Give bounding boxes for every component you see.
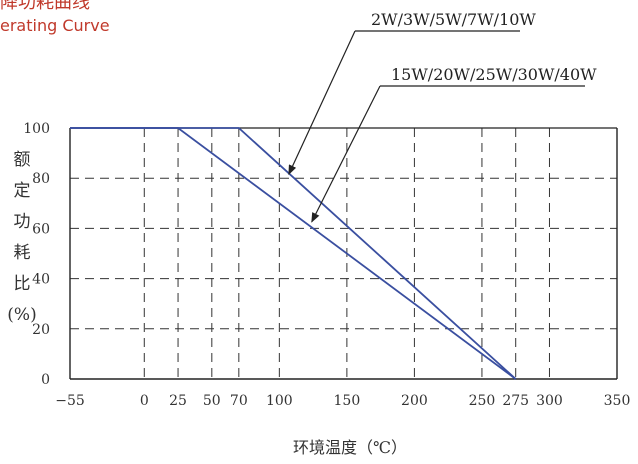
- x-tick-labels: −55 0 25 50 70 100 150 200 250 275 300 350: [55, 393, 630, 409]
- series-line-2: [70, 127, 517, 380]
- grid: [70, 128, 617, 379]
- y-tick-label: 0: [41, 372, 50, 388]
- chart-title-cn: 降功耗曲线: [0, 0, 90, 13]
- y-axis-label-char: 比: [14, 274, 31, 294]
- annotations: 2W/3W/5W/7W/10W 15W/20W/25W/30W/40W: [288, 10, 597, 223]
- y-tick-label: 60: [32, 221, 50, 237]
- chart-title-en: erating Curve: [0, 16, 110, 35]
- x-axis-label: 环境温度（℃）: [293, 438, 407, 457]
- x-tick-label: 250: [469, 393, 496, 409]
- plot-frame: [69, 127, 618, 380]
- x-tick-label: 275: [502, 393, 529, 409]
- annotation-arrow: [311, 85, 381, 223]
- x-tick-label: 50: [203, 393, 221, 409]
- series-lines: [70, 127, 517, 380]
- x-tick-label: 70: [230, 393, 248, 409]
- x-tick-label: 100: [266, 393, 293, 409]
- x-tick-label: 150: [334, 393, 361, 409]
- x-tick-label: 200: [401, 393, 428, 409]
- y-axis-label-char: 定: [14, 181, 31, 201]
- y-axis-label-char: 耗: [14, 243, 31, 263]
- y-axis-label-char: (%): [7, 305, 36, 325]
- x-tick-label: 350: [604, 393, 631, 409]
- y-tick-label: 20: [32, 322, 50, 338]
- y-tick-label: 40: [32, 272, 50, 288]
- x-tick-label: −55: [55, 393, 85, 409]
- y-tick-label: 100: [23, 121, 50, 137]
- y-tick-label: 80: [32, 171, 50, 187]
- y-axis-label-char: 功: [14, 212, 31, 232]
- x-tick-label: 300: [536, 393, 563, 409]
- x-tick-label: 0: [140, 393, 149, 409]
- y-tick-labels: 0 20 40 60 80 100: [23, 121, 50, 388]
- y-axis-label-char: 额: [14, 150, 31, 170]
- x-tick-label: 25: [169, 393, 187, 409]
- annotation-arrow: [288, 30, 356, 176]
- annotation-label: 15W/20W/25W/30W/40W: [391, 65, 597, 84]
- annotation-label: 2W/3W/5W/7W/10W: [371, 10, 536, 29]
